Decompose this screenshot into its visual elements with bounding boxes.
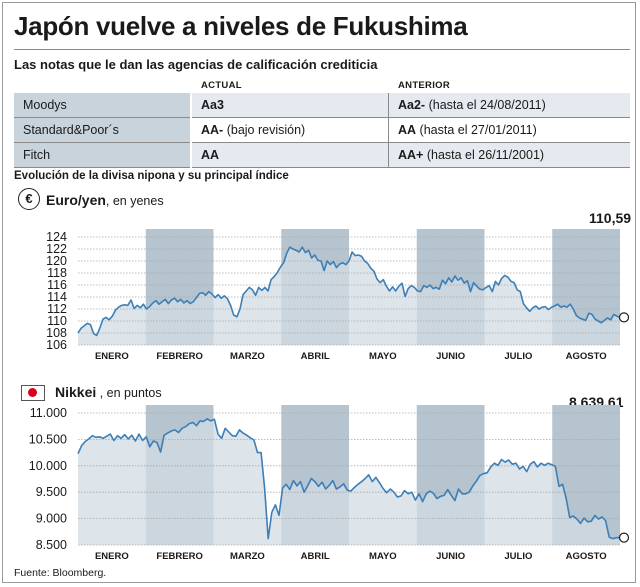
x-tick-label: ABRIL bbox=[301, 351, 330, 362]
nikkei-last-value: 8.639,61 bbox=[569, 394, 624, 410]
y-tick-label: 110 bbox=[47, 314, 67, 328]
x-tick-label: JUNIO bbox=[436, 351, 465, 362]
series-area bbox=[78, 247, 620, 345]
x-tick-label: JULIO bbox=[504, 351, 532, 362]
table-row: Standard&Poor´s AA- (bajo revisión) AA (… bbox=[14, 117, 630, 143]
flag-sun bbox=[28, 388, 37, 397]
x-tick-label: ENERO bbox=[95, 351, 129, 362]
title-rule bbox=[14, 49, 630, 50]
y-tick-label: 116 bbox=[47, 278, 67, 292]
agency-cell: Fitch bbox=[14, 142, 191, 168]
previous-note: (hasta el 27/01/2011) bbox=[419, 123, 537, 137]
series-line bbox=[77, 246, 621, 337]
x-tick-label: FEBRERO bbox=[156, 351, 202, 362]
actual-rating: Aa3 bbox=[201, 98, 224, 112]
column-header-anterior: ANTERIOR bbox=[398, 80, 451, 91]
previous-note: (hasta el 26/11/2001) bbox=[426, 148, 545, 162]
nikkei-chart-title: Nikkei , en puntos bbox=[55, 384, 162, 400]
actual-rating: AA- bbox=[201, 123, 224, 137]
section-title: Evolución de la divisa nipona y su princ… bbox=[14, 170, 289, 182]
y-tick-label: 108 bbox=[46, 326, 67, 340]
agency-cell: Standard&Poor´s bbox=[14, 117, 191, 143]
x-tick-label: MAYO bbox=[369, 351, 397, 362]
table-row: Fitch AA AA+ (hasta el 26/11/2001) bbox=[14, 142, 630, 168]
previous-rating-cell: Aa2- (hasta el 24/08/2011) bbox=[388, 93, 630, 118]
y-tick-label: 118 bbox=[47, 266, 67, 280]
euro-yen-icon: € bbox=[18, 188, 40, 210]
previous-note: (hasta el 24/08/2011) bbox=[428, 98, 546, 112]
y-tick-label: 106 bbox=[46, 338, 67, 352]
previous-rating: Aa2- bbox=[398, 98, 426, 112]
y-tick-label: 114 bbox=[47, 290, 67, 304]
previous-rating: AA+ bbox=[398, 148, 424, 162]
x-tick-label: MARZO bbox=[230, 351, 265, 362]
source-note: Fuente: Bloomberg. bbox=[14, 567, 107, 579]
actual-rating-cell: AA bbox=[190, 142, 389, 168]
previous-rating-cell: AA+ (hasta el 26/11/2001) bbox=[388, 142, 630, 168]
y-tick-label: 124 bbox=[46, 230, 67, 244]
euro-yen-last-value: 110,59 bbox=[589, 210, 632, 226]
y-tick-label: 122 bbox=[46, 242, 67, 256]
last-value-marker bbox=[618, 312, 630, 323]
nikkei-title: Nikkei bbox=[55, 384, 97, 400]
previous-rating-cell: AA (hasta el 27/01/2011) bbox=[388, 117, 630, 143]
actual-rating-cell: Aa3 bbox=[190, 93, 389, 118]
euro-yen-chart-title: Euro/yen, en yenes bbox=[46, 192, 164, 208]
previous-rating: AA bbox=[398, 123, 417, 137]
x-tick-label: AGOSTO bbox=[566, 351, 607, 362]
actual-rating: AA bbox=[201, 148, 220, 162]
ratings-table: Moodys Aa3 Aa2- (hasta el 24/08/2011) St… bbox=[14, 93, 630, 168]
column-header-actual: ACTUAL bbox=[201, 80, 242, 91]
nikkei-unit-note: , en puntos bbox=[96, 386, 162, 400]
y-tick-label: 112 bbox=[47, 302, 67, 316]
y-tick-label: 120 bbox=[46, 254, 67, 268]
actual-rating-cell: AA- (bajo revisión) bbox=[190, 117, 389, 143]
agency-cell: Moodys bbox=[14, 93, 191, 118]
table-row: Moodys Aa3 Aa2- (hasta el 24/08/2011) bbox=[14, 93, 630, 118]
euro-yen-title: Euro/yen bbox=[46, 192, 106, 208]
actual-note: (bajo revisión) bbox=[226, 123, 306, 137]
euro-yen-unit-note: , en yenes bbox=[105, 194, 164, 208]
ratings-subtitle: Las notas que le dan las agencias de cal… bbox=[14, 57, 378, 72]
page-title: Japón vuelve a niveles de Fukushima bbox=[14, 11, 468, 41]
japan-flag-icon bbox=[21, 385, 45, 401]
